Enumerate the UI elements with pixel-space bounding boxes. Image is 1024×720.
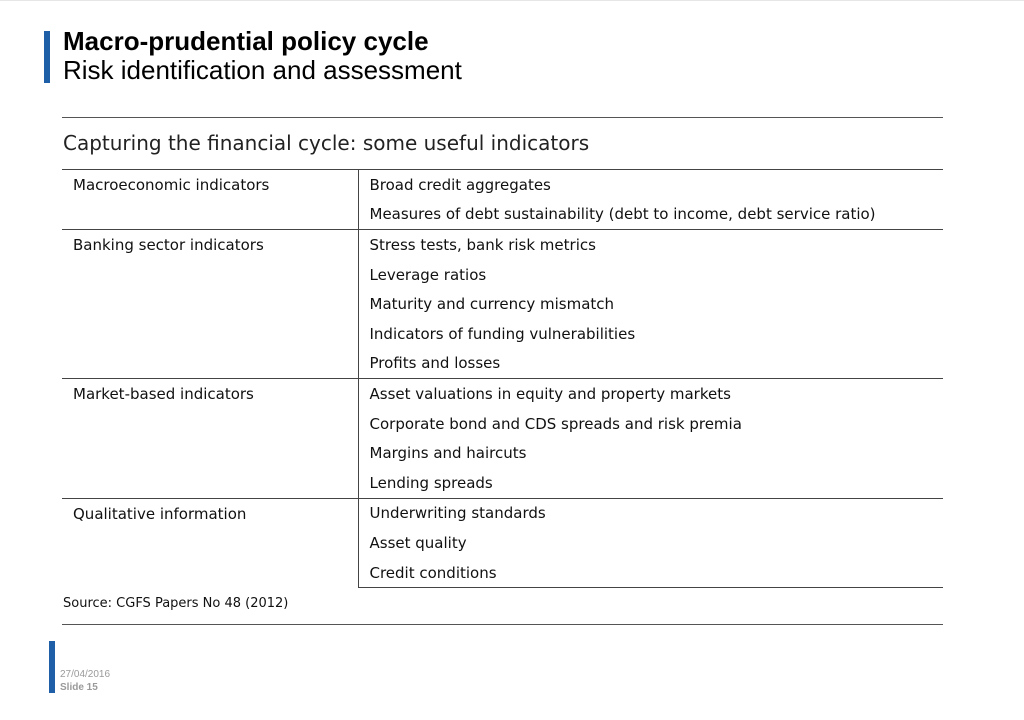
indicator-group: Market-based indicators Asset valuations … [62, 378, 943, 499]
indicator-cell: Indicators of funding vulnerabilities [369, 324, 636, 343]
footer-accent-bar [49, 641, 55, 693]
table-row: Profits and losses [62, 349, 943, 379]
table-row: Asset quality [62, 528, 943, 558]
table-row: Market-based indicators Asset valuations … [62, 378, 943, 499]
table-row: Macroeconomic indicators Broad credit agg… [62, 169, 943, 230]
indicator-group: Banking sector indicators Stress tests, b… [62, 229, 943, 379]
indicator-cell: Margins and haircuts [369, 444, 527, 463]
table-row: Margins and haircuts [62, 438, 943, 468]
category-cell: Banking sector indicators [62, 229, 359, 379]
indicator-cell: Broad credit aggregates [369, 175, 551, 194]
category-cell: Market-based indicators [62, 378, 359, 499]
title-accent-bar [44, 31, 50, 83]
slide-subtitle: Risk identification and assessment [63, 55, 462, 85]
title-block: Macro-prudential policy cycle Risk ident… [63, 27, 462, 85]
indicator-cell: Profits and losses [369, 354, 501, 373]
indicator-cell: Stress tests, bank risk metrics [369, 235, 596, 254]
table-row: Measures of debt sustainability (debt to… [62, 200, 943, 230]
table-row: Qualitative information Underwriting stan… [62, 498, 943, 588]
table-row: Banking sector indicators Stress tests, b… [62, 229, 943, 379]
indicator-cell: Leverage ratios [369, 265, 487, 284]
indicator-cell: Maturity and currency mismatch [369, 295, 615, 314]
slide-title: Macro-prudential policy cycle [63, 26, 429, 56]
indicator-cell: Measures of debt sustainability (debt to… [369, 205, 876, 224]
table-row: Credit conditions [62, 557, 943, 589]
indicator-cell: Underwriting standards [369, 504, 546, 523]
indicators-table: Macroeconomic indicators Broad credit agg… [62, 169, 943, 589]
indicator-cell: Corporate bond and CDS spreads and risk … [369, 414, 742, 433]
top-edge-divider [0, 0, 1024, 1]
indicator-cell: Asset valuations in equity and property … [369, 384, 731, 403]
indicator-group: Macroeconomic indicators Broad credit agg… [62, 169, 943, 230]
category-cell: Macroeconomic indicators [62, 169, 359, 230]
indicator-group: Qualitative information Underwriting stan… [62, 498, 943, 589]
source-note: Source: CGFS Papers No 48 (2012) [63, 596, 289, 611]
table-title: Capturing the financial cycle: some usef… [63, 131, 590, 155]
table-row: Indicators of funding vulnerabilities [62, 319, 943, 349]
indicator-cell: Lending spreads [369, 473, 493, 492]
indicator-cell: Asset quality [369, 533, 467, 552]
table-row: Leverage ratios [62, 260, 943, 290]
content-bottom-divider [62, 624, 943, 625]
indicator-cell: Credit conditions [358, 557, 943, 589]
footer-slide-number: Slide 15 [60, 682, 98, 693]
category-cell: Qualitative information [62, 498, 359, 588]
table-row: Lending spreads [62, 468, 943, 498]
footer-date: 27/04/2016 [60, 669, 111, 680]
table-row: Maturity and currency mismatch [62, 289, 943, 319]
content-top-divider [62, 117, 943, 118]
table-row: Corporate bond and CDS spreads and risk … [62, 409, 943, 439]
